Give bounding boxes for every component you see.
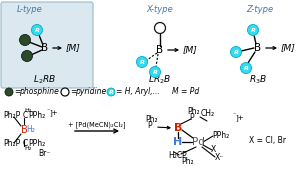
Text: = H, Aryl,...: = H, Aryl,... [116, 88, 160, 97]
Text: ]+: ]+ [49, 110, 58, 116]
Text: R: R [140, 60, 144, 64]
Circle shape [21, 50, 33, 61]
Text: phosphine: phosphine [19, 88, 59, 97]
Text: Ph₂P: Ph₂P [3, 111, 20, 119]
Text: C: C [23, 139, 28, 149]
Text: Ph₂: Ph₂ [181, 157, 194, 167]
Text: B: B [41, 43, 49, 53]
Text: P: P [189, 114, 194, 122]
Text: pyridine: pyridine [75, 88, 106, 97]
Circle shape [247, 25, 258, 36]
Circle shape [150, 67, 161, 77]
Text: R: R [153, 70, 157, 74]
Text: Ph₂P: Ph₂P [3, 139, 20, 149]
Text: Br⁻: Br⁻ [38, 149, 50, 159]
Text: B: B [255, 43, 262, 53]
Text: Pd: Pd [192, 137, 204, 147]
Text: P: P [147, 122, 152, 130]
Text: ]+: ]+ [235, 115, 244, 121]
Text: R: R [243, 66, 248, 70]
Text: =: = [14, 88, 20, 97]
Text: $L_2RB$: $L_2RB$ [33, 74, 56, 86]
Text: X-type: X-type [147, 5, 173, 15]
Text: $R_3B$: $R_3B$ [249, 74, 267, 86]
Text: Z-type: Z-type [247, 5, 274, 15]
Text: P: P [181, 152, 186, 160]
Text: R: R [109, 90, 114, 94]
Text: R: R [251, 28, 255, 33]
Circle shape [20, 35, 30, 46]
Circle shape [32, 25, 42, 36]
Text: H₂: H₂ [26, 125, 35, 135]
Text: C: C [23, 112, 28, 121]
Text: H: H [173, 137, 183, 147]
Text: =: = [70, 88, 76, 97]
Text: B: B [21, 125, 28, 135]
Text: $LR_2B$: $LR_2B$ [148, 74, 172, 86]
Text: ⁻: ⁻ [233, 114, 236, 119]
Circle shape [61, 88, 69, 96]
Text: H₂C: H₂C [168, 152, 182, 160]
Circle shape [154, 22, 165, 33]
Text: X⁻: X⁻ [215, 153, 224, 163]
Text: X: X [211, 146, 216, 154]
Text: [M]: [M] [183, 46, 197, 54]
Text: Ph₂: Ph₂ [145, 115, 157, 125]
Circle shape [107, 88, 115, 96]
Text: [M]: [M] [281, 43, 295, 53]
Text: L-type: L-type [17, 5, 43, 15]
Text: ⁻: ⁻ [47, 109, 50, 115]
Text: B: B [157, 45, 164, 55]
Text: PPh₂: PPh₂ [28, 139, 45, 149]
Circle shape [137, 57, 147, 67]
Text: R: R [35, 28, 39, 33]
Text: X = Cl, Br: X = Cl, Br [249, 136, 286, 145]
Text: CH₂: CH₂ [201, 109, 215, 119]
Text: + [Pd(MeCN)₂Cl₂]: + [Pd(MeCN)₂Cl₂] [68, 122, 126, 128]
Text: R: R [234, 50, 239, 54]
Circle shape [231, 46, 242, 57]
Circle shape [5, 88, 13, 96]
Text: PPh₂: PPh₂ [212, 130, 229, 139]
Circle shape [240, 63, 251, 74]
Text: Ph₂: Ph₂ [187, 108, 200, 116]
Text: H₂: H₂ [24, 146, 31, 152]
Text: PPh₂: PPh₂ [28, 112, 45, 121]
Text: M = Pd: M = Pd [172, 88, 199, 97]
Text: [M]: [M] [66, 43, 80, 53]
Text: B: B [174, 123, 182, 133]
FancyBboxPatch shape [1, 2, 93, 88]
Text: H₂: H₂ [24, 108, 31, 112]
